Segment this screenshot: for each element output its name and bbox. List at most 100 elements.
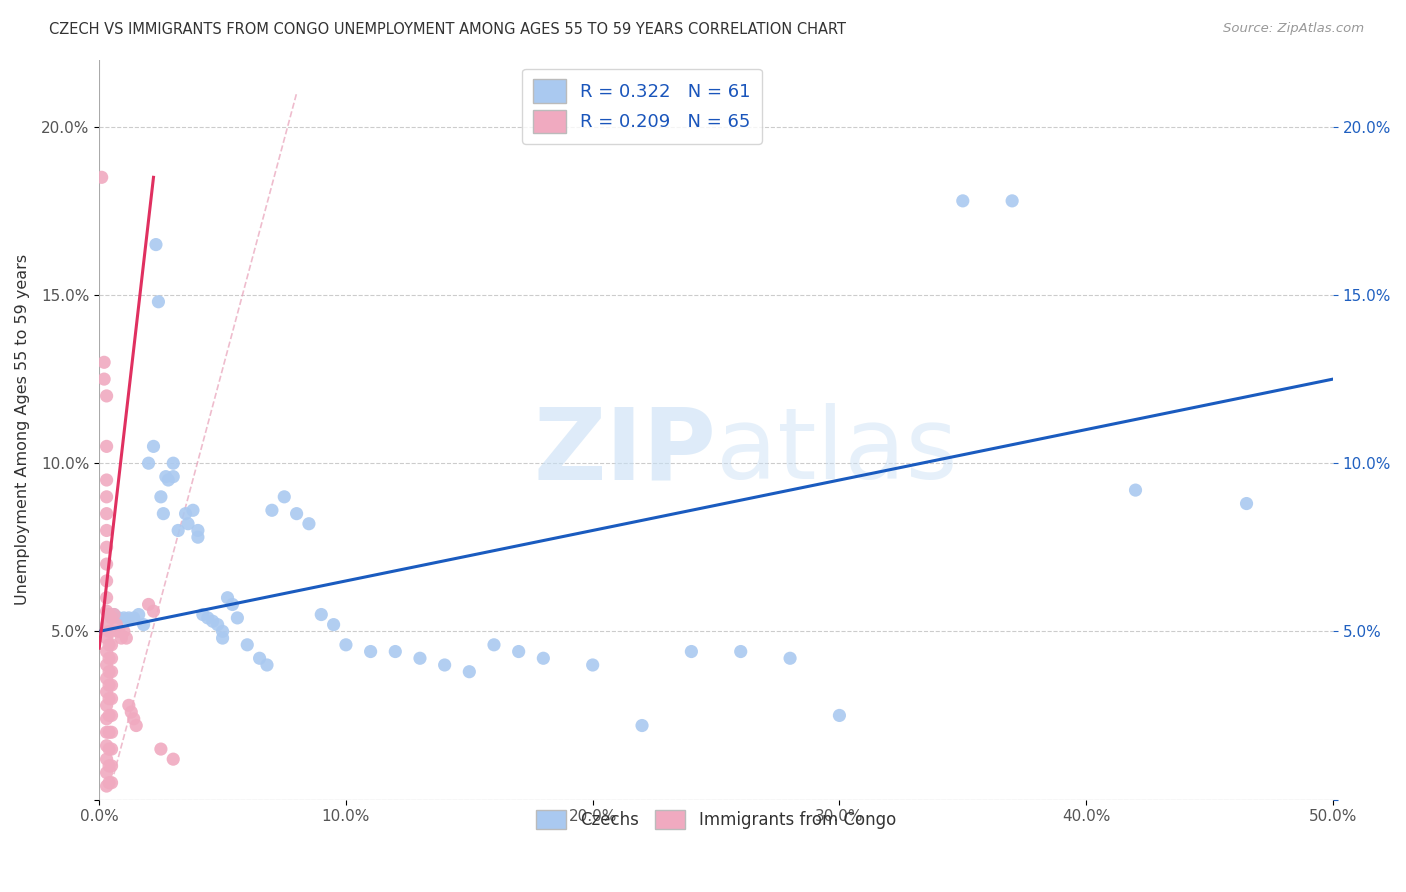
Point — [730, 644, 752, 658]
Point — [779, 651, 801, 665]
Point — [148, 294, 170, 309]
Point — [508, 644, 530, 658]
Point — [191, 607, 214, 622]
Point — [197, 611, 219, 625]
Point — [149, 490, 172, 504]
Point — [298, 516, 321, 531]
Point — [201, 614, 224, 628]
Point — [360, 644, 382, 658]
Point — [285, 507, 308, 521]
Point — [96, 557, 118, 571]
Point — [96, 507, 118, 521]
Point — [96, 631, 118, 645]
Point — [100, 678, 122, 692]
Point — [138, 456, 160, 470]
Point — [98, 607, 121, 622]
Point — [112, 611, 135, 625]
Point — [98, 651, 121, 665]
Point — [96, 574, 118, 588]
Point — [433, 658, 456, 673]
Point — [122, 611, 145, 625]
Point — [181, 503, 204, 517]
Point — [384, 644, 406, 658]
Point — [96, 439, 118, 453]
Point — [409, 651, 432, 665]
Point — [96, 779, 118, 793]
Point — [157, 473, 180, 487]
Point — [681, 644, 703, 658]
Text: atlas: atlas — [716, 403, 957, 500]
Point — [98, 708, 121, 723]
Point — [98, 638, 121, 652]
Point — [174, 507, 197, 521]
Point — [118, 698, 141, 713]
Point — [211, 624, 233, 639]
Point — [98, 759, 121, 773]
Point — [155, 469, 177, 483]
Point — [98, 691, 121, 706]
Point — [952, 194, 974, 208]
Point — [167, 524, 190, 538]
Point — [217, 591, 239, 605]
Point — [96, 672, 118, 686]
Point — [96, 541, 118, 555]
Text: CZECH VS IMMIGRANTS FROM CONGO UNEMPLOYMENT AMONG AGES 55 TO 59 YEARS CORRELATIO: CZECH VS IMMIGRANTS FROM CONGO UNEMPLOYM… — [49, 22, 846, 37]
Point — [103, 607, 125, 622]
Point — [531, 651, 554, 665]
Point — [100, 638, 122, 652]
Point — [96, 658, 118, 673]
Point — [100, 708, 122, 723]
Point — [162, 456, 184, 470]
Point — [1001, 194, 1024, 208]
Point — [96, 389, 118, 403]
Point — [1125, 483, 1147, 497]
Point — [482, 638, 505, 652]
Point — [96, 644, 118, 658]
Point — [103, 607, 125, 622]
Point — [828, 708, 851, 723]
Point — [96, 617, 118, 632]
Point — [110, 631, 132, 645]
Point — [256, 658, 278, 673]
Point — [177, 516, 200, 531]
Point — [125, 718, 148, 732]
Point — [187, 530, 209, 544]
Point — [96, 591, 118, 605]
Text: Source: ZipAtlas.com: Source: ZipAtlas.com — [1223, 22, 1364, 36]
Point — [96, 725, 118, 739]
Point — [96, 698, 118, 713]
Point — [132, 617, 155, 632]
Point — [311, 607, 333, 622]
Point — [100, 775, 122, 789]
Point — [98, 665, 121, 679]
Point — [98, 775, 121, 789]
Point — [100, 665, 122, 679]
Point — [128, 607, 150, 622]
Point — [100, 624, 122, 639]
Point — [207, 617, 229, 632]
Point — [112, 624, 135, 639]
Point — [96, 473, 118, 487]
Text: ZIP: ZIP — [533, 403, 716, 500]
Point — [273, 490, 295, 504]
Point — [100, 725, 122, 739]
Point — [100, 759, 122, 773]
Point — [149, 742, 172, 756]
Point — [100, 651, 122, 665]
Point — [221, 598, 243, 612]
Point — [162, 752, 184, 766]
Point — [96, 739, 118, 753]
Point — [105, 617, 128, 632]
Point — [100, 691, 122, 706]
Point — [236, 638, 259, 652]
Point — [211, 631, 233, 645]
Point — [98, 607, 121, 622]
Point — [98, 725, 121, 739]
Point — [458, 665, 481, 679]
Point — [100, 742, 122, 756]
Point — [115, 631, 138, 645]
Point — [1236, 497, 1258, 511]
Point — [96, 524, 118, 538]
Point — [142, 604, 165, 618]
Point — [93, 355, 115, 369]
